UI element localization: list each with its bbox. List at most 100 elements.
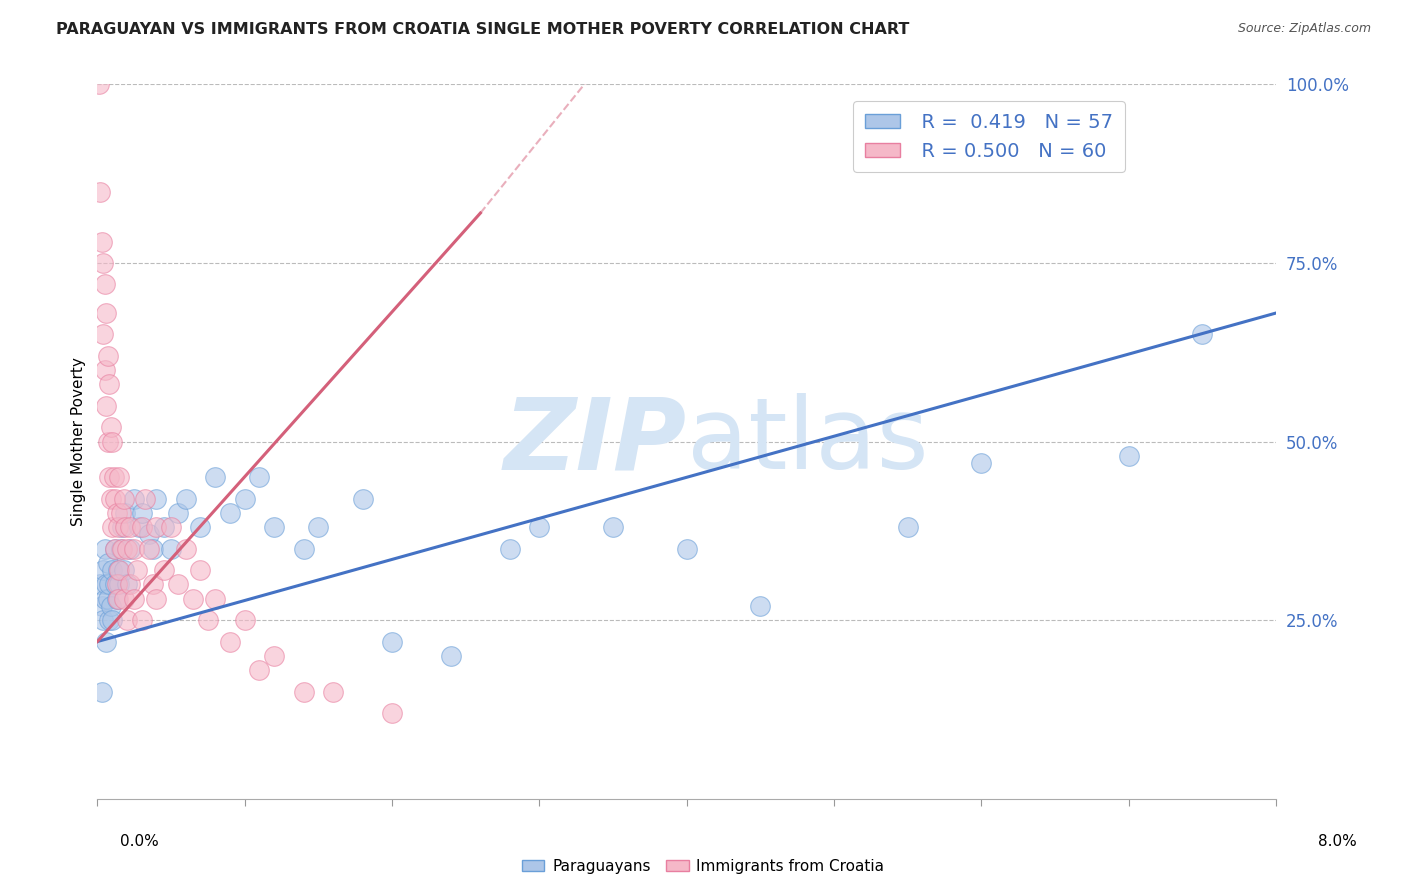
Point (602, 520, 624, 534)
Point (97, 556, 120, 570)
Point (111, 541, 134, 556)
Point (307, 520, 329, 534)
Point (675, 541, 697, 556)
Point (190, 563, 212, 577)
Point (249, 663, 271, 677)
Point (219, 634, 242, 648)
Point (118, 541, 141, 556)
Point (115, 577, 138, 591)
Point (96, 577, 118, 591)
Text: atlas: atlas (686, 393, 928, 490)
Point (233, 491, 256, 506)
Point (145, 591, 167, 606)
Point (104, 491, 127, 506)
Point (91, 563, 114, 577)
Point (122, 491, 145, 506)
Point (440, 648, 463, 663)
Y-axis label: Single Mother Poverty: Single Mother Poverty (72, 357, 86, 526)
Point (103, 470, 125, 484)
Point (90, 235, 112, 249)
Point (96, 399, 118, 413)
Point (352, 491, 374, 506)
Point (131, 613, 153, 627)
Point (160, 520, 183, 534)
Text: 8.0%: 8.0% (1317, 834, 1357, 849)
Point (152, 563, 174, 577)
Point (101, 563, 124, 577)
Point (93, 363, 115, 377)
Point (107, 563, 129, 577)
Point (897, 520, 920, 534)
Point (110, 506, 132, 520)
Point (108, 470, 131, 484)
Point (100, 420, 122, 434)
Point (100, 491, 122, 506)
Point (112, 591, 135, 606)
Point (529, 520, 551, 534)
Point (249, 470, 271, 484)
Point (122, 541, 145, 556)
Point (104, 541, 127, 556)
Point (118, 577, 141, 591)
Point (96, 306, 118, 320)
Point (499, 541, 522, 556)
Point (107, 591, 129, 606)
Point (263, 520, 285, 534)
Point (138, 541, 160, 556)
Point (91, 256, 114, 270)
Point (112, 563, 135, 577)
Point (108, 577, 131, 591)
Point (89, 185, 111, 199)
Point (105, 506, 128, 520)
Point (98, 470, 121, 484)
Point (89, 577, 111, 591)
Point (134, 491, 156, 506)
Point (131, 506, 153, 520)
Point (118, 520, 141, 534)
Point (114, 506, 136, 520)
Text: PARAGUAYAN VS IMMIGRANTS FROM CROATIA SINGLE MOTHER POVERTY CORRELATION CHART: PARAGUAYAN VS IMMIGRANTS FROM CROATIA SI… (56, 22, 910, 37)
Point (142, 577, 165, 591)
Point (145, 520, 167, 534)
Point (111, 520, 134, 534)
Text: ZIP: ZIP (503, 393, 686, 490)
Point (98, 613, 121, 627)
Point (145, 491, 167, 506)
Point (107, 520, 129, 534)
Point (749, 599, 772, 613)
Point (181, 591, 204, 606)
Point (98, 577, 121, 591)
Point (122, 591, 145, 606)
Point (1191, 327, 1213, 342)
Point (101, 613, 124, 627)
Point (97, 349, 120, 363)
Point (167, 577, 190, 591)
Point (381, 634, 404, 648)
Point (160, 541, 183, 556)
Point (104, 577, 127, 591)
Point (190, 520, 212, 534)
Point (91, 327, 114, 342)
Point (98, 377, 121, 392)
Point (96, 634, 118, 648)
Point (105, 577, 128, 591)
Point (93, 591, 115, 606)
Point (115, 541, 138, 556)
Point (152, 520, 174, 534)
Point (112, 491, 135, 506)
Point (91, 613, 114, 627)
Point (292, 684, 315, 698)
Point (197, 613, 219, 627)
Point (142, 541, 165, 556)
Point (90, 684, 112, 698)
Point (233, 613, 256, 627)
Point (93, 541, 115, 556)
Point (97, 434, 120, 449)
Point (292, 541, 315, 556)
Point (970, 456, 993, 470)
Legend:   R =  0.419   N = 57,   R = 0.500   N = 60: R = 0.419 N = 57, R = 0.500 N = 60 (853, 102, 1125, 172)
Point (108, 563, 131, 577)
Point (115, 613, 138, 627)
Text: Source: ZipAtlas.com: Source: ZipAtlas.com (1237, 22, 1371, 36)
Point (322, 684, 344, 698)
